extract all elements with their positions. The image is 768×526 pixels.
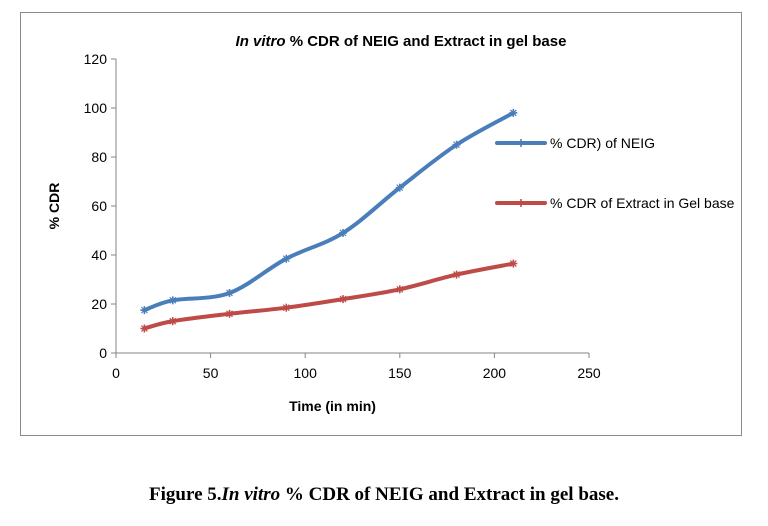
chart-title: In vitro % CDR of NEIG and Extract in ge… [121, 33, 681, 50]
series-1-point [452, 140, 461, 149]
legend-label-2: % CDR of Extract in Gel base [550, 195, 735, 211]
point-marker-d2 [140, 306, 148, 314]
point-marker-d2 [509, 260, 517, 267]
x-tick-label: 50 [203, 365, 219, 381]
point-marker-d2 [339, 295, 347, 303]
series-2-point [509, 259, 518, 268]
series-2-point [140, 324, 149, 333]
point-marker-d2 [226, 310, 233, 318]
point-marker-d2 [169, 296, 177, 304]
y-tick-label: 60 [91, 198, 107, 214]
series-1-point [509, 108, 518, 117]
figure-caption: Figure 5.In vitro % CDR of NEIG and Extr… [0, 484, 768, 506]
y-tick-label: 20 [91, 296, 107, 312]
series-2-point [452, 270, 461, 279]
legend-label-1: % CDR) of NEIG [550, 135, 655, 151]
series-2-point [168, 317, 177, 326]
point-marker-d2 [453, 271, 460, 279]
caption-rest: % CDR of NEIG and Extract in gel base. [280, 484, 619, 505]
x-tick-label: 200 [483, 365, 507, 381]
point-marker-d2 [339, 229, 347, 237]
x-tick-label: 250 [577, 365, 601, 381]
series-1-point [395, 183, 404, 192]
chart-title-rest: % CDR of NEIG and Extract in gel base [285, 33, 567, 50]
y-tick-label: 120 [84, 51, 108, 67]
point-marker-d2 [453, 141, 460, 149]
chart-frame: In vitro % CDR of NEIG and Extract in ge… [20, 12, 742, 436]
series-1-point [282, 254, 291, 263]
caption-italic: In vitro [221, 484, 281, 505]
y-axis-label: % CDR [46, 183, 62, 230]
series-1-point [339, 228, 348, 237]
y-tick-label: 80 [91, 149, 107, 165]
series-2-point [282, 303, 291, 312]
caption-prefix: Figure 5. [149, 484, 222, 505]
y-tick-label: 0 [99, 345, 107, 361]
chart-title-italic: In vitro [235, 33, 286, 50]
x-axis-label: Time (in min) [289, 398, 376, 414]
series-2-point [339, 295, 348, 304]
x-tick-label: 150 [388, 365, 412, 381]
series-2-point [395, 285, 404, 294]
point-marker-d2 [169, 317, 177, 325]
point-marker-d2 [396, 184, 404, 192]
y-tick-label: 100 [84, 100, 108, 116]
point-marker-d2 [140, 325, 148, 332]
series-1-point [140, 306, 149, 315]
series-2-point [225, 309, 234, 318]
point-marker-d2 [226, 289, 233, 297]
point-marker-d2 [282, 255, 290, 263]
x-tick-label: 100 [294, 365, 318, 381]
line-chart: 0 20 40 60 80 100 120 0 50 100 150 200 250 Time (in m… [46, 51, 735, 414]
x-tick-label: 0 [112, 365, 120, 381]
point-marker-d2 [282, 304, 290, 312]
point-marker-d2 [509, 109, 517, 117]
y-tick-label: 40 [91, 247, 107, 263]
series-1-point [168, 296, 177, 305]
series-1-point [225, 288, 234, 297]
point-marker-d2 [396, 285, 404, 293]
